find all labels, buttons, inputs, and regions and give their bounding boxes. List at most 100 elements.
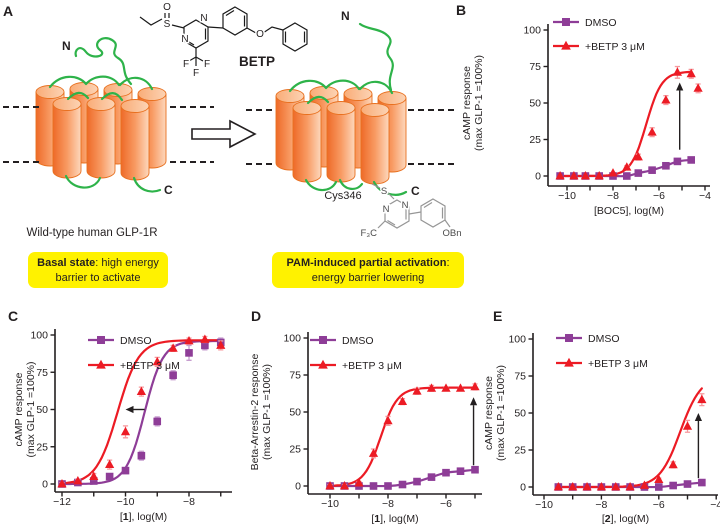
- panel-label-b: B: [456, 2, 467, 18]
- svg-text:−8: −8: [607, 190, 619, 202]
- svg-text:(max GLP-1 =100%): (max GLP-1 =100%): [25, 362, 37, 458]
- svg-text:0: 0: [295, 481, 301, 493]
- chart-boc5-camp: −10 −8 −6 −4 0 25 50 75 100 cAMP response (max GLP…: [461, 17, 711, 217]
- wildtype-receptor-cylinders: [35, 82, 167, 181]
- c-terminus-left: C: [164, 183, 173, 197]
- svg-text:[BOC5], log(M): [BOC5], log(M): [594, 205, 664, 217]
- betp-f2-atom: F: [204, 59, 210, 70]
- svg-text:75: 75: [36, 367, 48, 379]
- svg-text:−12: −12: [53, 496, 71, 508]
- transition-arrow: [191, 119, 257, 149]
- pam-activation-box: PAM-induced partial activation: energy b…: [272, 252, 464, 288]
- adduct-n2-atom: N: [383, 204, 390, 215]
- n-terminus-left: N: [62, 39, 71, 53]
- svg-text:(max GLP-1 =100%): (max GLP-1 =100%): [473, 55, 485, 151]
- svg-text:cAMP response: cAMP response: [483, 376, 495, 450]
- svg-text:50: 50: [36, 404, 48, 416]
- basal-state-box: Basal state: high energy barrier to acti…: [28, 252, 168, 288]
- n-terminus-right: N: [341, 9, 350, 23]
- svg-text:50: 50: [514, 408, 526, 420]
- svg-text:(max GLP-1 =100%): (max GLP-1 =100%): [261, 364, 273, 460]
- svg-text:Basal state: high energy: Basal state: high energy: [37, 257, 159, 269]
- svg-text:+BETP 3 μM: +BETP 3 μM: [585, 41, 645, 53]
- betp-s-atom: S: [164, 19, 171, 30]
- svg-text:−6: −6: [440, 498, 452, 510]
- svg-text:cAMP response: cAMP response: [461, 66, 473, 140]
- svg-text:−10: −10: [535, 499, 553, 511]
- betp-o2-atom: O: [256, 29, 264, 40]
- svg-text:25: 25: [289, 444, 301, 456]
- betp-f3-atom: F: [193, 68, 199, 79]
- svg-text:100: 100: [508, 334, 526, 346]
- adduct-f3c-group: F₃C: [360, 228, 377, 239]
- svg-text:−8: −8: [382, 498, 394, 510]
- svg-text:100: 100: [30, 330, 48, 342]
- basal-rest-text: : high energy: [95, 257, 159, 269]
- betp-n2-atom: N: [181, 34, 188, 45]
- pam-rest-text: :: [446, 257, 449, 269]
- pam-bold-text: PAM-induced partial activation: [287, 257, 447, 269]
- svg-text:DMSO: DMSO: [342, 335, 374, 347]
- membrane-lines: [3, 106, 455, 165]
- svg-text:−6: −6: [653, 499, 665, 511]
- betp-n1-atom: N: [200, 13, 207, 24]
- adduct-n1-atom: N: [402, 200, 409, 211]
- pam-receptor-cylinders: [275, 86, 407, 185]
- svg-text:25: 25: [36, 441, 48, 453]
- svg-text:[1], log(M): [1], log(M): [120, 511, 167, 523]
- svg-text:+BETP 3 μM: +BETP 3 μM: [120, 360, 180, 372]
- chart-compound1-arrestin: −10 −8 −6 0 25 50 75 100 Beta-Arrestin-2 respons…: [249, 332, 482, 525]
- svg-text:75: 75: [289, 370, 301, 382]
- c-terminus-right: C: [411, 184, 420, 198]
- svg-text:0: 0: [42, 479, 48, 491]
- cys346-label: Cys346: [324, 190, 361, 202]
- svg-text:−10: −10: [117, 496, 135, 508]
- basal-line2-text: barrier to activate: [56, 272, 141, 284]
- chart-compound2-camp: −10 −8 −6 −4 0 25 50 75 100 cAMP response (max GLP…: [483, 333, 720, 525]
- svg-text:−10: −10: [321, 498, 339, 510]
- svg-text:PAM-induced partial activation: PAM-induced partial activation:: [287, 257, 450, 269]
- panel-a-schematic: O S N N F F F O BETP S N N F₃C OBn Cys34…: [3, 1, 464, 288]
- betp-structure: O S N N F F F O BETP: [139, 1, 308, 81]
- svg-text:75: 75: [529, 61, 541, 73]
- svg-text:0: 0: [520, 482, 526, 494]
- svg-text:75: 75: [514, 371, 526, 383]
- betp-f1-atom: F: [183, 59, 189, 70]
- panel-label-d: D: [251, 308, 262, 324]
- svg-text:DMSO: DMSO: [120, 335, 152, 347]
- receptor-loops-left: [48, 37, 162, 193]
- svg-text:25: 25: [514, 445, 526, 457]
- svg-text:DMSO: DMSO: [585, 17, 617, 29]
- betp-name: BETP: [239, 54, 275, 69]
- panel-label-e: E: [493, 308, 503, 324]
- svg-text:cAMP response: cAMP response: [13, 372, 25, 446]
- svg-text:+BETP 3 μM: +BETP 3 μM: [588, 358, 648, 370]
- svg-text:50: 50: [529, 98, 541, 110]
- svg-text:+BETP 3 μM: +BETP 3 μM: [342, 360, 402, 372]
- panel-label-a: A: [3, 3, 14, 19]
- svg-text:Beta-Arrestin-2 response: Beta-Arrestin-2 response: [249, 353, 261, 470]
- cys346-adduct-structure: S N N F₃C OBn Cys346: [324, 183, 463, 241]
- adduct-s-atom: S: [381, 186, 387, 197]
- svg-text:−8: −8: [183, 496, 195, 508]
- svg-text:25: 25: [529, 134, 541, 146]
- svg-text:[2], log(M): [2], log(M): [602, 513, 649, 525]
- receptor-loops-right: [288, 22, 408, 196]
- betp-o1-atom: O: [163, 2, 171, 13]
- svg-text:[1], log(M): [1], log(M): [371, 513, 418, 525]
- svg-text:−8: −8: [595, 499, 607, 511]
- svg-text:DMSO: DMSO: [588, 333, 620, 345]
- chart-compound1-camp: −12 −10 −8 0 25 50 75 100 cAMP response (max GLP-…: [13, 329, 232, 523]
- wildtype-caption: Wild-type human GLP-1R: [26, 227, 157, 239]
- svg-text:50: 50: [289, 407, 301, 419]
- basal-bold-text: Basal state: [37, 257, 95, 269]
- svg-text:100: 100: [283, 333, 301, 345]
- svg-text:−4: −4: [699, 190, 711, 202]
- adduct-obn-group: OBn: [442, 228, 461, 239]
- svg-text:(max GLP-1 =100%): (max GLP-1 =100%): [495, 365, 507, 461]
- svg-text:100: 100: [523, 25, 541, 37]
- svg-text:−4: −4: [710, 499, 720, 511]
- svg-text:−10: −10: [558, 190, 576, 202]
- svg-text:0: 0: [535, 171, 541, 183]
